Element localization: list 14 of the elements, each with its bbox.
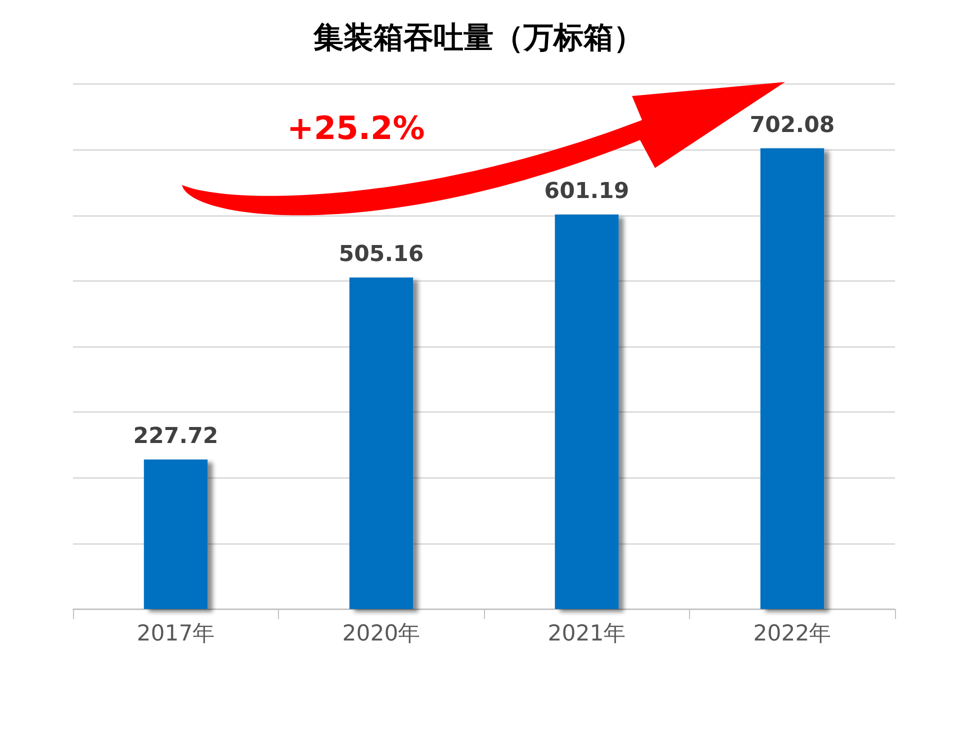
- bar: [554, 214, 619, 609]
- x-tick-label: 2022年: [753, 622, 832, 646]
- data-label: 702.08: [750, 112, 835, 138]
- x-tick-label: 2021年: [548, 622, 626, 646]
- annotation: +25.2%: [287, 109, 425, 147]
- bar: [760, 148, 824, 609]
- data-label: 505.16: [338, 242, 424, 267]
- x-tick-label: 2020年: [342, 622, 420, 646]
- data-label: 601.19: [544, 178, 630, 204]
- data-label: 227.72: [133, 424, 218, 450]
- bar: [144, 460, 208, 609]
- x-tick-label: 2017年: [136, 622, 215, 646]
- bar: [349, 277, 414, 609]
- chart-title: 集装箱吞吐量（万标箱）: [312, 20, 644, 56]
